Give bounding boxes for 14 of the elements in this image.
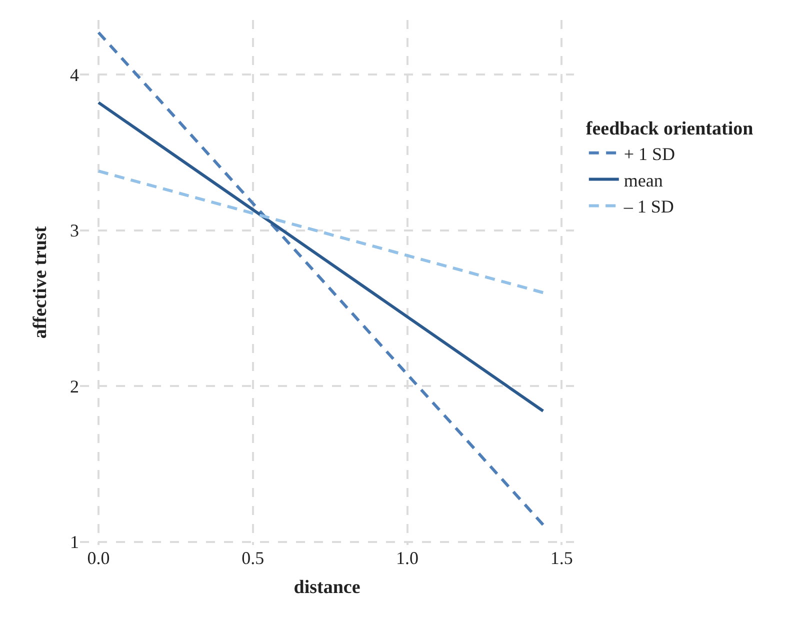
legend-label: + 1 SD [624, 144, 676, 164]
y-tick-label: 3 [70, 220, 79, 241]
y-tick-label: 1 [70, 532, 79, 552]
y-tick-label: 2 [70, 376, 79, 396]
legend-title: feedback orientation [586, 118, 754, 140]
x-tick-label: 1.5 [550, 548, 573, 568]
x-tick-label: 0.5 [242, 548, 264, 568]
y-axis-title: affective trust [30, 226, 51, 339]
x-axis-title: distance [294, 576, 360, 598]
legend-label: mean [624, 170, 663, 190]
x-tick-label: 1.0 [396, 548, 419, 568]
y-tick-label: 4 [70, 64, 79, 85]
x-tick-label: 0.0 [87, 548, 110, 568]
legend-label: – 1 SD [622, 196, 674, 217]
